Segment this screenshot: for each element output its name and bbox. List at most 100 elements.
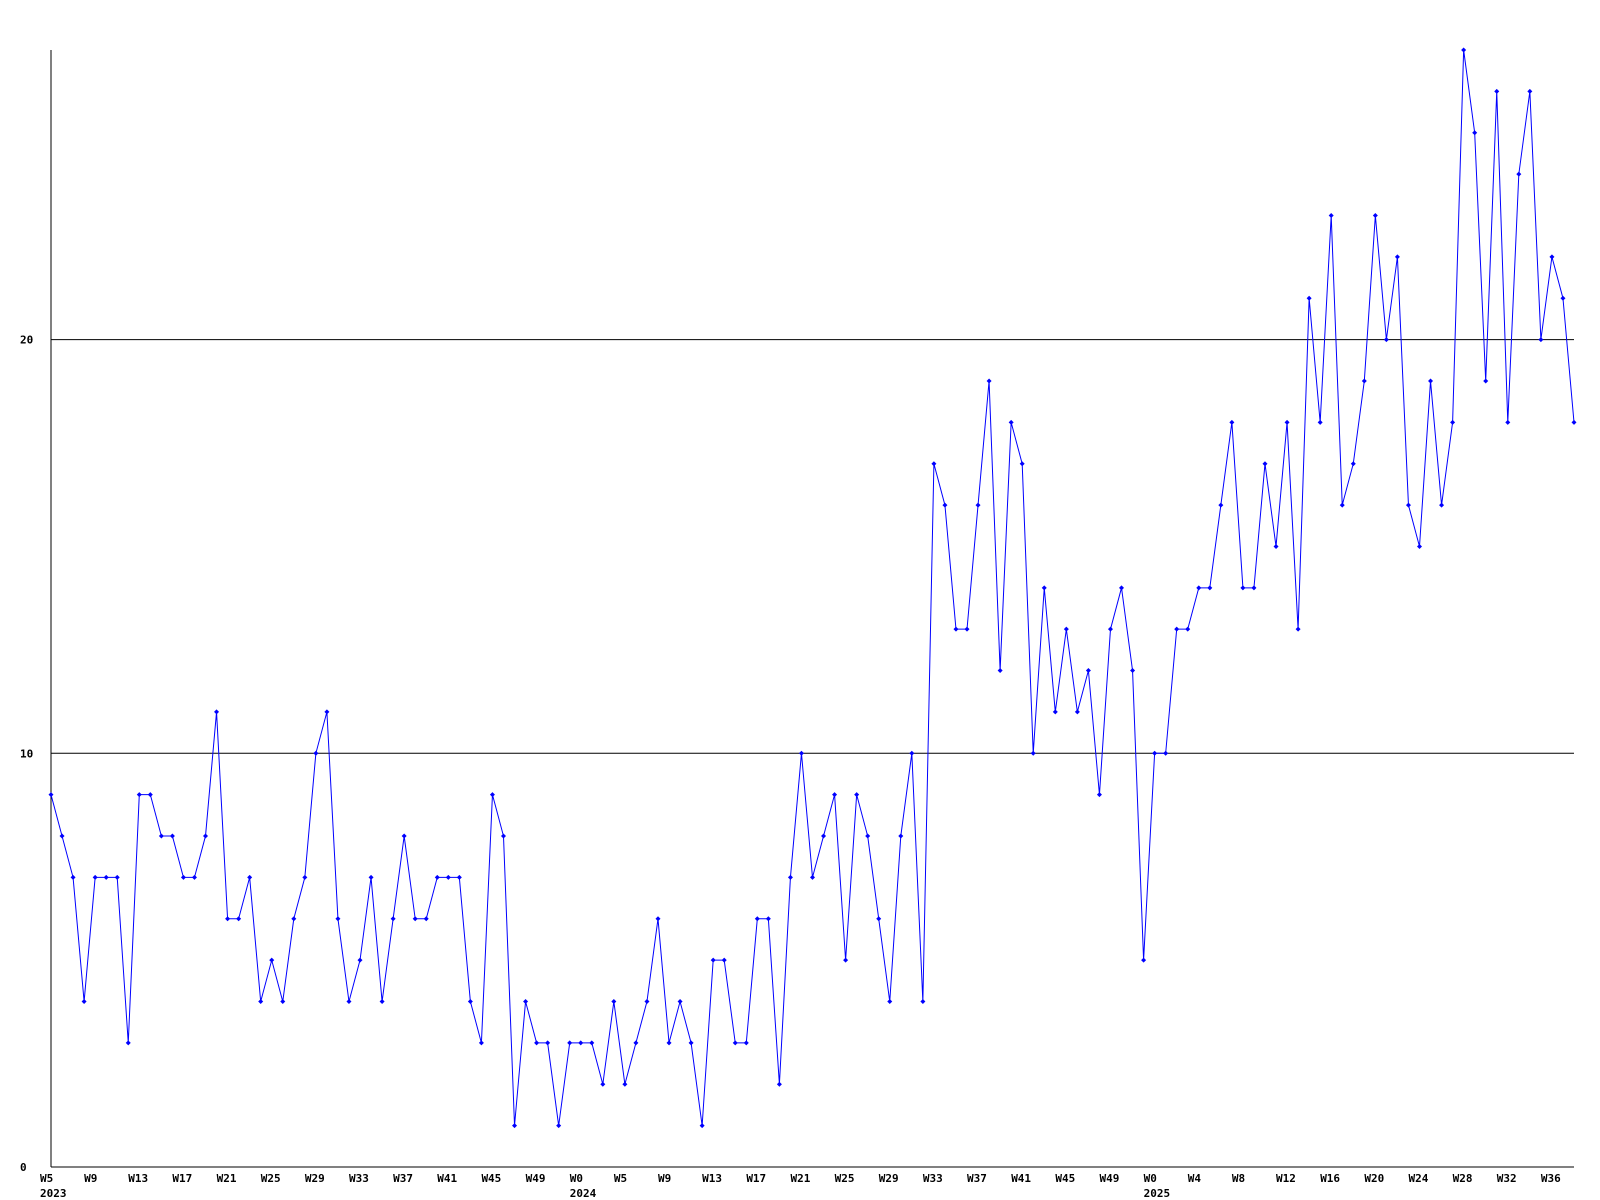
y-tick-label: 0 [20,1161,27,1174]
series-line [50,49,1575,1126]
point-marker [1052,709,1058,715]
point-marker [964,626,970,632]
point-marker [92,874,98,880]
point-marker [136,792,142,798]
point-marker [1361,378,1367,384]
point-marker [180,874,186,880]
point-marker [1350,461,1356,467]
point-marker [1063,626,1069,632]
point-marker [1560,295,1566,301]
point-marker [291,916,297,922]
point-marker [1527,88,1533,94]
point-marker [898,833,904,839]
point-marker [953,626,959,632]
point-marker [423,916,429,922]
x-tick-label: W17 [172,1172,192,1185]
point-marker [324,709,330,715]
x-group-label: 2025 [1144,1187,1171,1200]
point-marker [876,916,882,922]
point-marker [677,999,683,1005]
point-marker [1008,419,1014,425]
x-tick-label: W4 [1188,1172,1202,1185]
point-marker [1538,337,1544,343]
x-group-label: 2024 [570,1187,597,1200]
point-marker [1074,709,1080,715]
point-marker [1439,502,1445,508]
point-marker [1141,957,1147,963]
point-marker [489,792,495,798]
point-marker [1428,378,1434,384]
x-tick-label: W9 [84,1172,97,1185]
point-marker [1218,502,1224,508]
x-tick-label: W41 [1011,1172,1031,1185]
x-tick-label: W21 [790,1172,810,1185]
point-marker [478,1040,484,1046]
point-marker [191,874,197,880]
point-marker [390,916,396,922]
x-tick-label: W5 [614,1172,627,1185]
point-marker [931,461,937,467]
point-marker [158,833,164,839]
point-marker [909,750,915,756]
point-marker [633,1040,639,1046]
point-marker [1461,47,1467,53]
point-marker [765,916,771,922]
point-marker [269,957,275,963]
x-tick-label: W49 [1099,1172,1119,1185]
point-marker [1107,626,1113,632]
x-tick-label: W13 [128,1172,148,1185]
point-marker [225,916,231,922]
point-marker [611,999,617,1005]
x-tick-label: W45 [481,1172,501,1185]
point-marker [523,999,529,1005]
x-tick-label: W28 [1453,1172,1473,1185]
point-marker [832,792,838,798]
point-marker [125,1040,131,1046]
x-tick-label: W24 [1408,1172,1428,1185]
point-marker [1516,171,1522,177]
point-marker [1196,585,1202,591]
point-marker [236,916,242,922]
point-marker [732,1040,738,1046]
x-tick-label: W36 [1541,1172,1561,1185]
point-marker [114,874,120,880]
x-tick-label: W20 [1364,1172,1384,1185]
point-marker [1240,585,1246,591]
point-marker [456,874,462,880]
point-marker [1284,419,1290,425]
point-marker [1174,626,1180,632]
x-tick-label: W25 [261,1172,281,1185]
x-tick-label: W0 [570,1172,583,1185]
x-tick-label: W32 [1497,1172,1517,1185]
point-marker [467,999,473,1005]
point-marker [1130,668,1136,674]
point-marker [666,1040,672,1046]
point-marker [412,916,418,922]
x-tick-label: W8 [1232,1172,1245,1185]
point-marker [1317,419,1323,425]
point-marker [500,833,506,839]
point-marker [368,874,374,880]
point-marker [556,1123,562,1129]
x-tick-label: W9 [658,1172,671,1185]
point-marker [103,874,109,880]
x-tick-label: W5 [40,1172,53,1185]
point-marker [710,957,716,963]
point-marker [81,999,87,1005]
point-marker [346,999,352,1005]
point-marker [445,874,451,880]
point-marker [313,750,319,756]
point-marker [1085,668,1091,674]
point-marker [258,999,264,1005]
point-marker [1041,585,1047,591]
point-marker [203,833,209,839]
x-tick-label: W0 [1144,1172,1157,1185]
point-marker [986,378,992,384]
point-marker [335,916,341,922]
point-marker [434,874,440,880]
point-marker [401,833,407,839]
x-tick-label: W13 [702,1172,722,1185]
point-marker [1328,212,1334,218]
point-marker [776,1081,782,1087]
